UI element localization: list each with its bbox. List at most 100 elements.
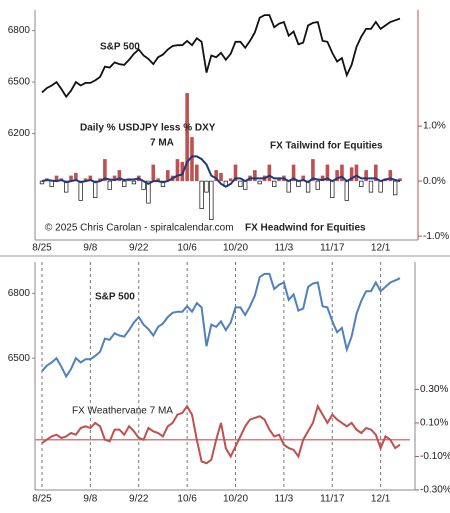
y-tick-label: 6500 (8, 77, 31, 88)
x-tick-label: 12/1 (371, 243, 391, 254)
bar (378, 180, 383, 193)
line (41, 272, 401, 379)
bar (122, 180, 127, 187)
bar (151, 164, 156, 182)
y-tick-label: 6500 (8, 353, 31, 364)
bar (199, 180, 204, 209)
bar (214, 170, 218, 182)
bar (368, 180, 374, 193)
bar (107, 180, 112, 190)
series-label: 7 MA (150, 138, 174, 149)
x-tick-label: 11/17 (320, 243, 345, 254)
y-tick-label: 6800 (8, 25, 31, 36)
bar (83, 178, 88, 182)
bar (257, 180, 262, 185)
x-tick-label: 12/1 (371, 494, 391, 505)
bar (175, 159, 180, 182)
x-tick-label: 9/22 (129, 243, 149, 254)
x-tick-label: 11/3 (275, 494, 294, 505)
bar (354, 164, 359, 182)
x-tick-label: 9/22 (129, 494, 149, 505)
bar (54, 175, 59, 182)
bar (156, 178, 160, 182)
bar (364, 170, 368, 182)
bar (374, 164, 378, 182)
y2-tick-label: -0.30% (420, 485, 450, 496)
bar (344, 180, 349, 201)
y2-tick-label: 1.0% (423, 121, 446, 132)
bar (160, 180, 166, 187)
x-tick-label: 11/17 (320, 494, 345, 505)
annotation: FX Headwind for Equities (245, 223, 366, 234)
bar (253, 170, 257, 182)
line (41, 155, 401, 188)
bar (78, 180, 83, 201)
y2-tick-label: 0.0% (423, 176, 446, 187)
x-tick-label: 10/6 (177, 243, 197, 254)
y2-tick-label: -0.10% (420, 451, 450, 462)
y-tick-label: 6800 (8, 288, 31, 299)
bar (277, 178, 281, 182)
x-tick-label: 10/6 (177, 494, 197, 505)
bar (291, 164, 296, 182)
bar (286, 180, 291, 193)
bar (69, 175, 73, 182)
bar (320, 175, 325, 182)
bar (98, 178, 102, 182)
bar (238, 180, 243, 187)
bar (117, 170, 122, 182)
line (41, 14, 401, 99)
bar (325, 164, 330, 182)
bar (228, 178, 233, 182)
bar (209, 180, 214, 220)
x-tick-label: 10/20 (223, 494, 248, 505)
bar (146, 180, 151, 204)
bar (315, 180, 320, 190)
series-label: S&P 500 (100, 42, 140, 53)
bar (190, 137, 194, 182)
bar (165, 170, 170, 182)
x-tick-label: 8/25 (32, 243, 52, 254)
bar (131, 180, 137, 185)
bar (335, 170, 339, 182)
annotation: © 2025 Chris Carolan - spiralcalendar.co… (45, 223, 234, 234)
bar (398, 178, 402, 182)
bar (233, 164, 238, 182)
bar (195, 164, 199, 182)
annotation: FX Tailwind for Equities (270, 141, 383, 152)
bar (301, 175, 306, 182)
y2-tick-label: 0.10% (420, 418, 448, 429)
series-label: Daily % USDJPY less % DXY (80, 123, 216, 134)
y-tick-label: 6200 (8, 128, 31, 139)
bar (272, 180, 277, 187)
x-tick-label: 10/20 (223, 243, 248, 254)
bar (393, 180, 398, 196)
bar (359, 180, 364, 187)
line (41, 403, 401, 465)
x-tick-label: 9/8 (83, 494, 97, 505)
bar (49, 180, 54, 187)
series-label: S&P 500 (95, 292, 135, 303)
x-tick-label: 11/3 (275, 243, 294, 254)
bar (204, 180, 209, 193)
bar (388, 170, 393, 182)
bar (180, 161, 185, 182)
bar (330, 180, 335, 198)
bar (311, 159, 315, 182)
bar (74, 172, 78, 182)
bar (243, 180, 248, 190)
bar (340, 164, 344, 182)
bar (267, 164, 272, 182)
y2-tick-label: 0.30% (420, 384, 448, 395)
x-tick-label: 8/25 (32, 494, 52, 505)
bar (185, 93, 189, 182)
bar (88, 175, 93, 182)
bar (39, 180, 45, 185)
x-tick-label: 9/8 (83, 243, 97, 254)
series-label: FX Weathervane 7 MA (72, 406, 173, 417)
bar (349, 167, 354, 182)
bar (103, 159, 107, 182)
bar (112, 175, 117, 182)
bar (219, 172, 223, 182)
